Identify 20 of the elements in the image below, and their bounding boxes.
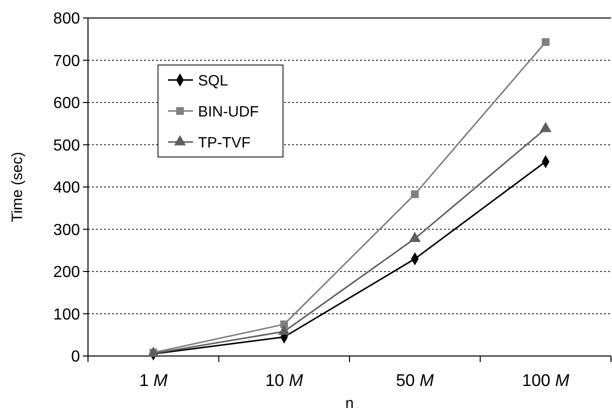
legend-label: TP-TVF [198, 134, 250, 152]
legend-label: SQL [198, 72, 228, 90]
y-tick-label: 200 [53, 264, 80, 282]
legend-label: BIN-UDF [198, 103, 259, 120]
y-tick-label: 100 [53, 306, 80, 324]
y-axis-title: Time (sec) [9, 152, 26, 222]
point [542, 38, 550, 46]
y-tick-label: 600 [53, 95, 80, 112]
y-tick-label: 500 [53, 137, 80, 154]
x-tick-label: 10 M [265, 371, 304, 390]
y-tick-label: 300 [53, 222, 80, 239]
point [411, 190, 419, 198]
x-tick-label: 100 M [522, 371, 570, 390]
y-tick-label: 800 [53, 10, 80, 28]
y-tick-label: 0 [71, 348, 80, 366]
y-tick-label: 400 [53, 180, 80, 197]
x-axis-title: n [345, 395, 354, 412]
x-tick-label: 1 M [139, 371, 168, 390]
x-tick-label: 50 M [396, 371, 435, 390]
y-tick-label: 700 [53, 52, 80, 70]
